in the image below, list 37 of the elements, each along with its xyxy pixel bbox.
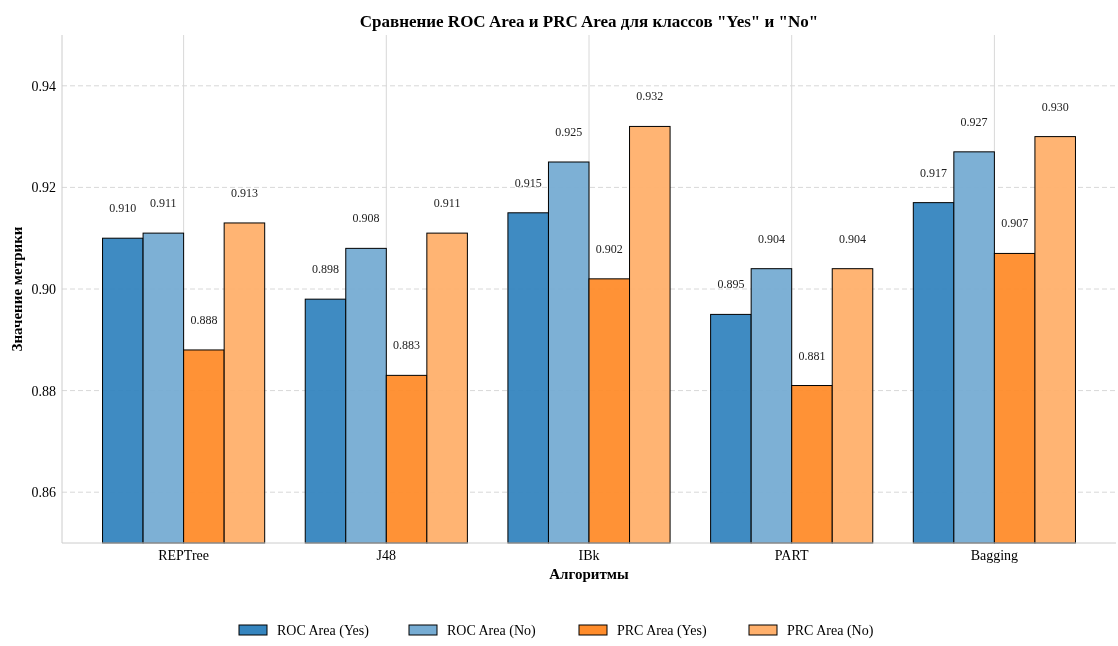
data-label: 0.917	[920, 165, 948, 180]
x-tick-label: PART	[774, 548, 809, 563]
legend-label: PRC Area (Yes)	[617, 623, 707, 639]
data-label: 0.888	[190, 312, 218, 327]
chart-title: Сравнение ROC Area и PRC Area для классов "Yes" и "No"	[359, 12, 819, 31]
y-tick-label: 0.94	[31, 78, 56, 94]
y-tick-label: 0.86	[31, 485, 56, 501]
data-label: 0.907	[1001, 216, 1029, 231]
data-label: 0.904	[757, 231, 785, 246]
data-label: 0.930	[1041, 99, 1069, 114]
x-tick-label: IBk	[578, 548, 600, 563]
y-tick-label: 0.90	[31, 281, 56, 297]
data-label: 0.904	[839, 231, 866, 246]
legend-label: PRC Area (No)	[787, 623, 874, 639]
data-label: 0.908	[352, 211, 380, 226]
data-label: 0.925	[555, 125, 583, 139]
y-tick-label: 0.92	[31, 180, 56, 196]
data-label: 0.911	[433, 196, 461, 211]
data-label: 0.927	[960, 114, 988, 129]
data-label: 0.898	[312, 262, 339, 277]
x-tick-label: J48	[376, 548, 397, 563]
legend-label: ROC Area (No)	[447, 623, 536, 639]
y-tick-label: 0.88	[31, 383, 56, 399]
data-label: 0.881	[798, 348, 826, 363]
x-axis-title: Алгоритмы	[549, 566, 630, 582]
data-label: 0.911	[150, 196, 177, 211]
data-label: 0.915	[514, 175, 542, 190]
data-label: 0.932	[636, 89, 664, 104]
data-label: 0.913	[230, 185, 258, 200]
data-label: 0.910	[109, 201, 137, 216]
data-label: 0.895	[717, 277, 745, 292]
x-tick-label: Bagging	[970, 548, 1019, 563]
y-axis-title: Значение метрики	[9, 226, 25, 352]
legend-label: ROC Area (Yes)	[277, 623, 370, 639]
data-label: 0.902	[595, 241, 623, 256]
data-label: 0.883	[393, 338, 421, 353]
x-tick-label: REPTree	[158, 548, 210, 563]
